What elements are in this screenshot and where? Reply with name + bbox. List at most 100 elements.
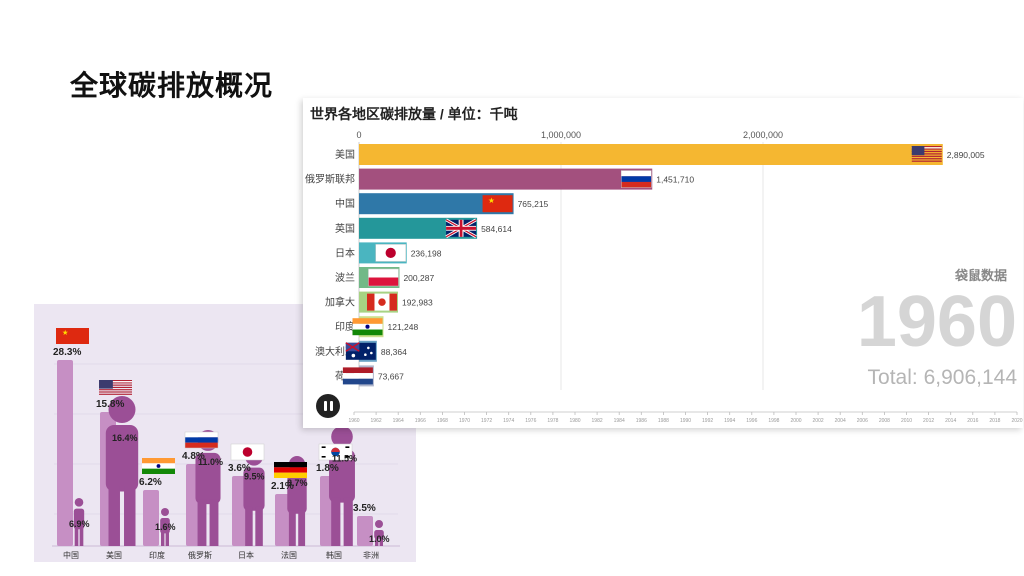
timeline-year-label: 2020 [1011, 418, 1022, 424]
timeline-year-label: 2006 [857, 418, 868, 424]
value-label: 1,451,710 [656, 175, 694, 185]
germany-flag [274, 462, 307, 478]
country-column: 1.8%11.5% 韩国 [316, 426, 357, 560]
total-share-label: 4.8% [182, 451, 205, 462]
x-label: 非洲 [363, 550, 379, 560]
timeline-year-label: 1974 [503, 418, 514, 424]
category-label: 中国 [335, 197, 355, 210]
bar [359, 144, 943, 165]
per-capita-label: 11.0% [198, 457, 223, 467]
total-share-bar [275, 494, 291, 546]
india-flag [352, 318, 383, 336]
uk-flag [445, 218, 477, 239]
person-head [108, 396, 136, 423]
x-label: 美国 [106, 550, 122, 560]
slide-title: 全球碳排放概况 [70, 69, 274, 102]
x-tick-label: 0 [356, 130, 361, 140]
country-column: 15.8% 16.4% 美国 [96, 380, 139, 560]
value-label: 121,248 [387, 322, 418, 332]
timeline-year-label: 2016 [967, 418, 978, 424]
person-leg [165, 532, 169, 546]
per-capita-label: 1.0% [369, 534, 390, 544]
country-column: 2.1%8.7% 法国 [271, 456, 308, 560]
category-label: 美国 [335, 148, 355, 161]
person-leg [79, 527, 84, 546]
total-share-label: 6.2% [139, 477, 162, 488]
person-body [287, 474, 307, 514]
total-share-label: 3.5% [353, 503, 376, 514]
korea-flag [318, 443, 353, 461]
country-column: 3.6%9.5% 日本 [228, 443, 265, 560]
chart-title: 世界各地区碳排放量 / 单位：千吨 [310, 106, 518, 122]
x-label: 俄罗斯 [188, 550, 212, 560]
person-body [73, 508, 85, 530]
india-flag [142, 458, 175, 474]
poland-flag [368, 268, 399, 287]
usa-flag [99, 380, 132, 395]
canada-flag [366, 293, 397, 311]
bar [359, 168, 653, 190]
per-capita-label: 8.7% [287, 478, 308, 488]
per-capita-label: 9.5% [244, 472, 265, 482]
timeline-year-label: 1962 [371, 418, 382, 424]
china-flag: ★ [56, 328, 89, 344]
svg-text:★: ★ [62, 328, 68, 337]
person-leg [209, 499, 219, 546]
category-label: 日本 [335, 246, 355, 259]
value-label: 192,983 [402, 298, 433, 308]
person-head [331, 426, 353, 448]
timeline-year-label: 1968 [437, 418, 448, 424]
timeline-year-label: 1998 [768, 418, 779, 424]
timeline-year-label: 2010 [901, 418, 912, 424]
australia-flag [345, 342, 376, 360]
value-label: 584,614 [481, 224, 512, 234]
person-body [160, 518, 170, 534]
timeline-year-label: 1996 [746, 418, 757, 424]
total-share-label: 15.8% [96, 399, 124, 410]
person-leg [343, 497, 353, 546]
person-head [74, 498, 84, 507]
source-label: 袋鼠数据 [954, 268, 1007, 283]
person-leg [74, 527, 79, 546]
category-label: 澳大利亚 [315, 345, 355, 358]
pause-button[interactable] [316, 394, 340, 418]
timeline-year-label: 1980 [569, 418, 580, 424]
person-leg [331, 497, 341, 546]
total-share-label: 28.3% [53, 347, 81, 358]
timeline-year-label: 2004 [835, 418, 846, 424]
person-head [161, 508, 169, 516]
timeline-year-label: 2012 [923, 418, 934, 424]
country-column: ★ 28.3% 6.9% 中国 [53, 328, 90, 560]
timeline-year-label: 2008 [879, 418, 890, 424]
timeline-year-label: 1966 [415, 418, 426, 424]
category-label: 英国 [335, 222, 355, 235]
bar [359, 193, 514, 215]
total-share-bar [143, 490, 159, 546]
value-label: 236,198 [411, 248, 442, 258]
russia-flag [620, 170, 652, 188]
x-label: 韩国 [326, 550, 342, 560]
value-label: 73,667 [378, 371, 404, 381]
timeline-year-label: 1984 [614, 418, 625, 424]
person-body [374, 530, 384, 539]
value-label: 200,287 [403, 273, 434, 283]
person-leg [379, 538, 383, 546]
timeline-year-label: 2002 [813, 418, 824, 424]
timeline-year-label: 1990 [680, 418, 691, 424]
person-head [375, 520, 383, 528]
person-leg [124, 485, 136, 546]
person-leg [298, 510, 306, 546]
person-body [195, 452, 221, 505]
timeline-year-label: 1960 [348, 418, 359, 424]
russia-flag [184, 431, 219, 449]
timeline-year-label: 1972 [481, 418, 492, 424]
x-label: 印度 [149, 550, 165, 560]
person-leg [288, 510, 296, 546]
total-share-label: 1.8% [316, 463, 339, 474]
person-leg [197, 499, 207, 546]
japan-flag [375, 244, 406, 262]
person-leg [375, 538, 379, 546]
per-capita-label: 1.6% [155, 522, 176, 532]
person-body [105, 425, 139, 492]
total-share-bar [57, 360, 73, 546]
